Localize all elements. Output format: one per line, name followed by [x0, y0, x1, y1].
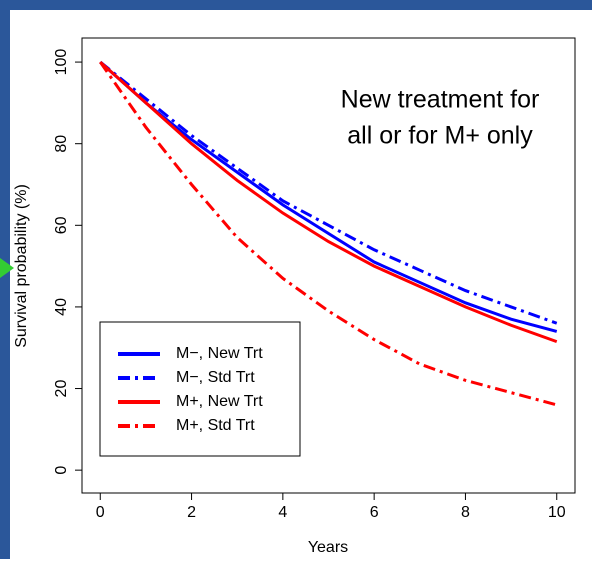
- series-line: [99, 60, 558, 333]
- y-tick-label: 0: [53, 466, 70, 475]
- x-axis-label: Years: [308, 539, 348, 556]
- x-tick-label: 0: [96, 504, 105, 521]
- series-line: [99, 61, 558, 407]
- y-tick-label: 80: [53, 135, 70, 153]
- legend-label: M+, Std Trt: [176, 417, 255, 434]
- legend: [99, 321, 301, 457]
- x-tick-label: 2: [187, 504, 196, 521]
- series-line: [99, 60, 558, 344]
- y-tick-label: 60: [53, 216, 70, 234]
- chart-background: [10, 10, 592, 559]
- y-tick-label: 40: [53, 298, 70, 316]
- pointer: [0, 258, 14, 278]
- x-tick-label: 4: [278, 504, 287, 521]
- series-line: [99, 60, 558, 325]
- y-tick-label: 20: [53, 380, 70, 398]
- y-axis-label: Survival probability (%): [13, 184, 30, 348]
- x-tick-label: 10: [548, 504, 566, 521]
- legend-label: M−, New Trt: [176, 345, 263, 362]
- y-tick-label: 100: [53, 49, 70, 76]
- x-tick-label: 6: [370, 504, 379, 521]
- annotation: New treatment for: [341, 86, 540, 114]
- annotation: all or for M+ only: [347, 122, 533, 150]
- plot-frame: [81, 37, 576, 494]
- legend-label: M+, New Trt: [176, 393, 263, 410]
- legend-label: M−, Std Trt: [176, 369, 255, 386]
- x-tick-label: 8: [461, 504, 470, 521]
